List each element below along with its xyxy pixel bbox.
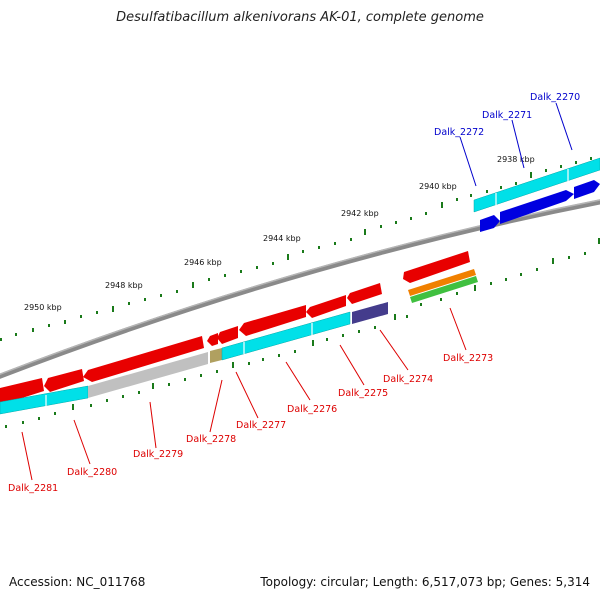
- cds-feature[interactable]: [207, 333, 218, 346]
- ruler-label: 2948 kbp: [105, 281, 143, 290]
- ruler-label: 2950 kbp: [24, 303, 62, 312]
- gene-label[interactable]: Dalk_2272: [434, 127, 484, 138]
- genome-backbone-highlight: [0, 199, 600, 375]
- reverse-strand-cds: [0, 251, 470, 405]
- forward-strand-track: [473, 157, 600, 232]
- ruler-label: 2946 kbp: [184, 258, 222, 267]
- gene-label[interactable]: Dalk_2270: [530, 92, 580, 103]
- cds-feature[interactable]: [403, 251, 470, 283]
- gene-label[interactable]: Dalk_2281: [8, 483, 58, 494]
- gene-label[interactable]: Dalk_2278: [186, 434, 236, 445]
- cds-feature[interactable]: [239, 305, 306, 336]
- map-title: Desulfatibacillum alkenivorans AK-01, co…: [116, 10, 484, 25]
- ruler-labels: 2938 kbp 2940 kbp 2942 kbp 2944 kbp 2946…: [24, 155, 535, 312]
- rna-features: [408, 269, 478, 303]
- gene-label[interactable]: Dalk_2277: [236, 420, 286, 431]
- pseudo-segment[interactable]: [88, 352, 208, 398]
- cds-feature[interactable]: [500, 190, 574, 224]
- orange-feature[interactable]: [408, 269, 476, 296]
- cds-feature[interactable]: [347, 283, 382, 304]
- label-leaders: [21, 102, 573, 481]
- olive-feature[interactable]: [210, 348, 222, 363]
- misc-feature[interactable]: [352, 302, 388, 324]
- gene-label[interactable]: Dalk_2274: [383, 374, 433, 385]
- forward-gene-labels: Dalk_2270 Dalk_2271 Dalk_2272: [434, 92, 580, 138]
- accession-text: Accession: NC_011768: [9, 575, 146, 589]
- cds-feature[interactable]: [0, 378, 44, 405]
- inner-tick-ring: [5, 238, 600, 428]
- genome-summary-text: Topology: circular; Length: 6,517,073 bp…: [260, 575, 590, 589]
- genome-backbone: [0, 199, 600, 379]
- green-feature[interactable]: [410, 276, 478, 303]
- ruler-label: 2944 kbp: [263, 234, 301, 243]
- ruler-label: 2938 kbp: [497, 155, 535, 164]
- cds-feature[interactable]: [480, 215, 500, 232]
- gene-label[interactable]: Dalk_2273: [443, 353, 493, 364]
- gene-label[interactable]: Dalk_2276: [287, 404, 337, 415]
- ruler-label: 2942 kbp: [341, 209, 379, 218]
- cds-feature[interactable]: [217, 326, 238, 344]
- ruler-label: 2940 kbp: [419, 182, 457, 191]
- gene-label[interactable]: Dalk_2275: [338, 388, 388, 399]
- cds-feature[interactable]: [83, 336, 204, 382]
- cds-feature[interactable]: [44, 369, 84, 392]
- gene-track-segment[interactable]: [221, 311, 351, 361]
- gene-label[interactable]: Dalk_2280: [67, 467, 117, 478]
- outer-tick-ring: [0, 157, 592, 341]
- cds-feature[interactable]: [306, 295, 346, 318]
- gene-label[interactable]: Dalk_2271: [482, 110, 532, 121]
- cds-feature[interactable]: [574, 180, 600, 199]
- reverse-gene-labels: Dalk_2273 Dalk_2274 Dalk_2275 Dalk_2276 …: [8, 353, 493, 494]
- gene-label[interactable]: Dalk_2279: [133, 449, 183, 460]
- reverse-strand-track: [0, 302, 388, 415]
